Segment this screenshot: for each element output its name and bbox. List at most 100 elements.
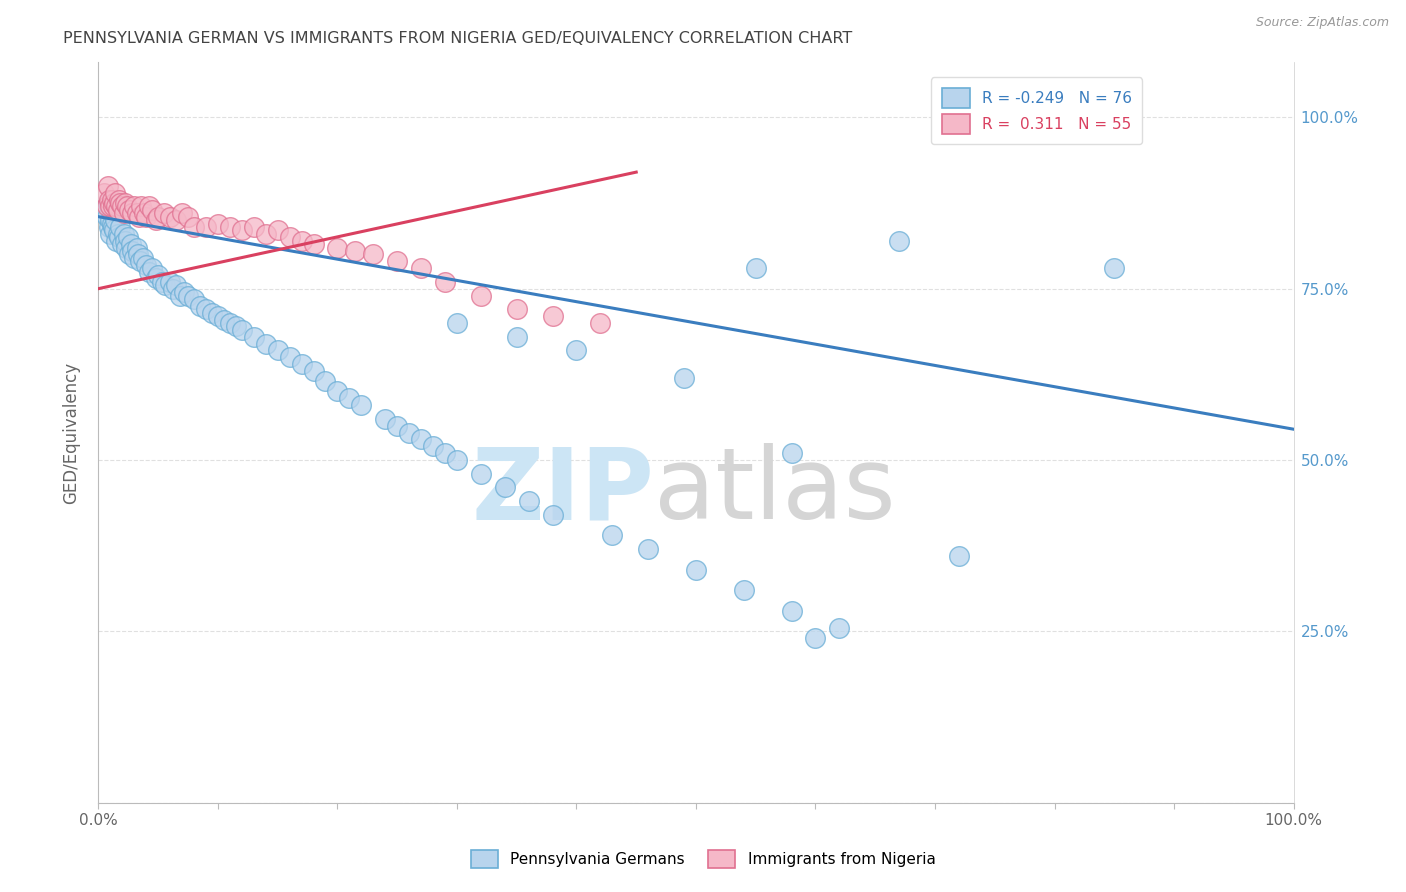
Point [267, 223, 290, 237]
Point [138, 199, 160, 213]
Point [828, 621, 851, 635]
Point [207, 217, 229, 231]
Point [470, 288, 492, 302]
Point [98, 199, 122, 213]
Point [225, 319, 247, 334]
Point [145, 271, 167, 285]
Point [398, 425, 420, 440]
Point [107, 202, 129, 217]
Point [212, 312, 235, 326]
Point [602, 528, 624, 542]
Point [231, 323, 253, 337]
Point [150, 275, 173, 289]
Point [434, 275, 457, 289]
Point [948, 549, 970, 563]
Text: ZIP: ZIP [471, 443, 654, 541]
Point [98, 219, 121, 234]
Point [121, 206, 143, 220]
Point [804, 632, 827, 646]
Point [97, 196, 120, 211]
Point [104, 213, 127, 227]
Point [291, 234, 314, 248]
Point [96, 210, 118, 224]
Point [162, 282, 184, 296]
Point [434, 446, 457, 460]
Point [195, 219, 218, 234]
Point [673, 371, 696, 385]
Point [114, 234, 136, 248]
Point [145, 213, 167, 227]
Point [195, 302, 218, 317]
Point [183, 219, 205, 234]
Point [124, 251, 146, 265]
Point [114, 196, 136, 211]
Point [125, 206, 148, 220]
Point [685, 563, 707, 577]
Point [177, 288, 200, 302]
Point [97, 178, 120, 193]
Point [745, 261, 768, 276]
Point [326, 240, 349, 255]
Point [101, 199, 124, 213]
Point [148, 268, 170, 282]
Point [385, 254, 409, 268]
Point [219, 219, 242, 234]
Point [278, 350, 301, 364]
Text: Source: ZipAtlas.com: Source: ZipAtlas.com [1256, 16, 1389, 29]
Point [1104, 261, 1126, 276]
Point [155, 278, 177, 293]
Point [108, 219, 131, 234]
Point [470, 467, 492, 481]
Point [565, 343, 588, 358]
Point [374, 412, 396, 426]
Point [141, 202, 163, 217]
Point [219, 316, 242, 330]
Point [135, 258, 157, 272]
Point [315, 374, 337, 388]
Point [780, 446, 803, 460]
Point [153, 206, 176, 220]
Point [124, 199, 146, 213]
Point [131, 251, 153, 265]
Point [339, 392, 361, 406]
Point [446, 453, 468, 467]
Point [169, 288, 191, 302]
Point [165, 213, 187, 227]
Point [141, 261, 163, 276]
Point [103, 223, 125, 237]
Point [131, 199, 153, 213]
Point [159, 275, 181, 289]
Point [637, 542, 659, 557]
Point [201, 306, 224, 320]
Point [541, 309, 564, 323]
Point [129, 254, 152, 268]
Point [243, 329, 266, 343]
Point [344, 244, 367, 258]
Point [589, 316, 612, 330]
Point [103, 196, 125, 211]
Point [132, 206, 155, 220]
Point [254, 227, 277, 241]
Point [231, 223, 253, 237]
Y-axis label: GED/Equivalency: GED/Equivalency [62, 361, 80, 504]
Point [422, 439, 444, 453]
Point [135, 210, 157, 224]
Point [506, 329, 529, 343]
Point [93, 206, 115, 220]
Point [105, 199, 128, 213]
Point [350, 398, 373, 412]
Point [121, 244, 143, 258]
Point [96, 199, 118, 213]
Point [385, 418, 409, 433]
Point [159, 210, 181, 224]
Point [125, 240, 148, 255]
Text: PENNSYLVANIA GERMAN VS IMMIGRANTS FROM NIGERIA GED/EQUIVALENCY CORRELATION CHART: PENNSYLVANIA GERMAN VS IMMIGRANTS FROM N… [63, 31, 852, 46]
Point [278, 230, 301, 244]
Point [115, 199, 138, 213]
Point [326, 384, 349, 399]
Point [207, 309, 229, 323]
Point [411, 433, 433, 447]
Point [302, 364, 325, 378]
Point [138, 264, 160, 278]
Point [177, 210, 200, 224]
